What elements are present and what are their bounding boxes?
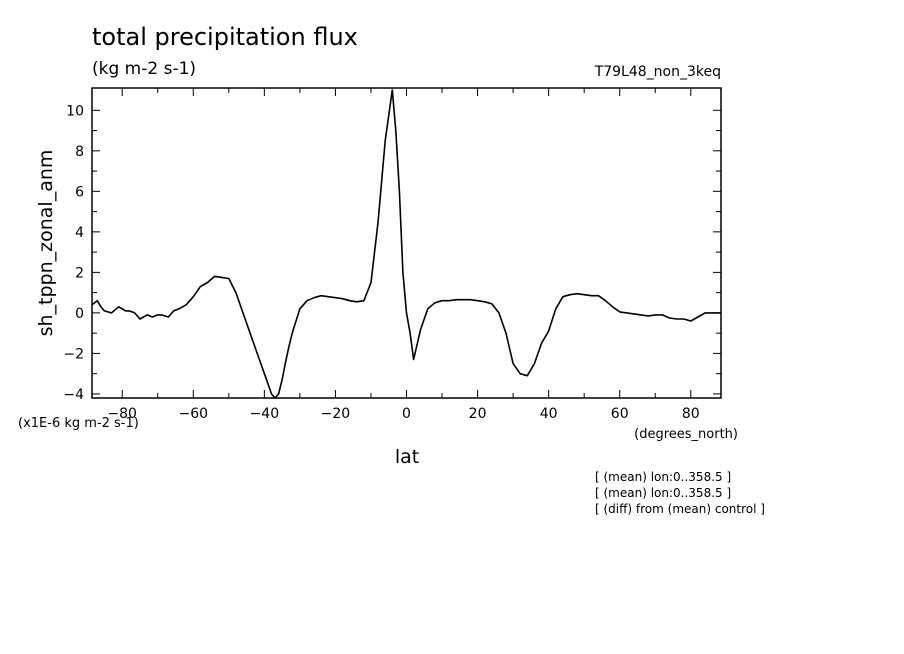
chart-title: total precipitation flux (92, 23, 358, 51)
y-axis-ticks: −4 −2 0 2 4 6 8 10 (63, 103, 721, 403)
series-line (91, 89, 721, 399)
plot-frame (91, 87, 722, 399)
run-label: T79L48_non_3keq (594, 64, 721, 80)
x-tick-label: −60 (179, 406, 209, 422)
note-line: [ (mean) lon:0..358.5 ] (595, 486, 731, 500)
x-tick-label: 0 (402, 406, 411, 422)
y-tick-label: 6 (75, 184, 84, 200)
y-tick-label: 0 (75, 306, 84, 322)
x-tick-label: −80 (107, 406, 137, 422)
y-tick-label: 4 (75, 225, 84, 241)
x-tick-label: 80 (682, 406, 700, 422)
y-tick-label: 10 (66, 103, 84, 119)
note-line: [ (diff) from (mean) control ] (595, 502, 765, 516)
y-tick-label: −4 (63, 387, 84, 403)
scale-label: (x1E-6 kg m-2 s-1) (18, 416, 139, 431)
x-tick-label: −40 (250, 406, 280, 422)
x-tick-label: 20 (469, 406, 487, 422)
x-tick-label: 60 (611, 406, 629, 422)
y-tick-label: −2 (63, 346, 84, 362)
x-tick-label: 40 (540, 406, 558, 422)
x-tick-label: −20 (321, 406, 351, 422)
y-axis-label: sh_tppn_zonal_anm (35, 150, 57, 337)
y-tick-label: 2 (75, 265, 84, 281)
y-tick-label: 8 (75, 144, 84, 160)
x-axis-ticks: −80 −60 −40 −20 0 20 40 60 80 (107, 88, 700, 422)
chart-units: (kg m-2 s-1) (92, 59, 196, 79)
x-axis-label: lat (395, 446, 419, 468)
x-units-label: (degrees_north) (634, 427, 738, 442)
note-line: [ (mean) lon:0..358.5 ] (595, 470, 731, 484)
